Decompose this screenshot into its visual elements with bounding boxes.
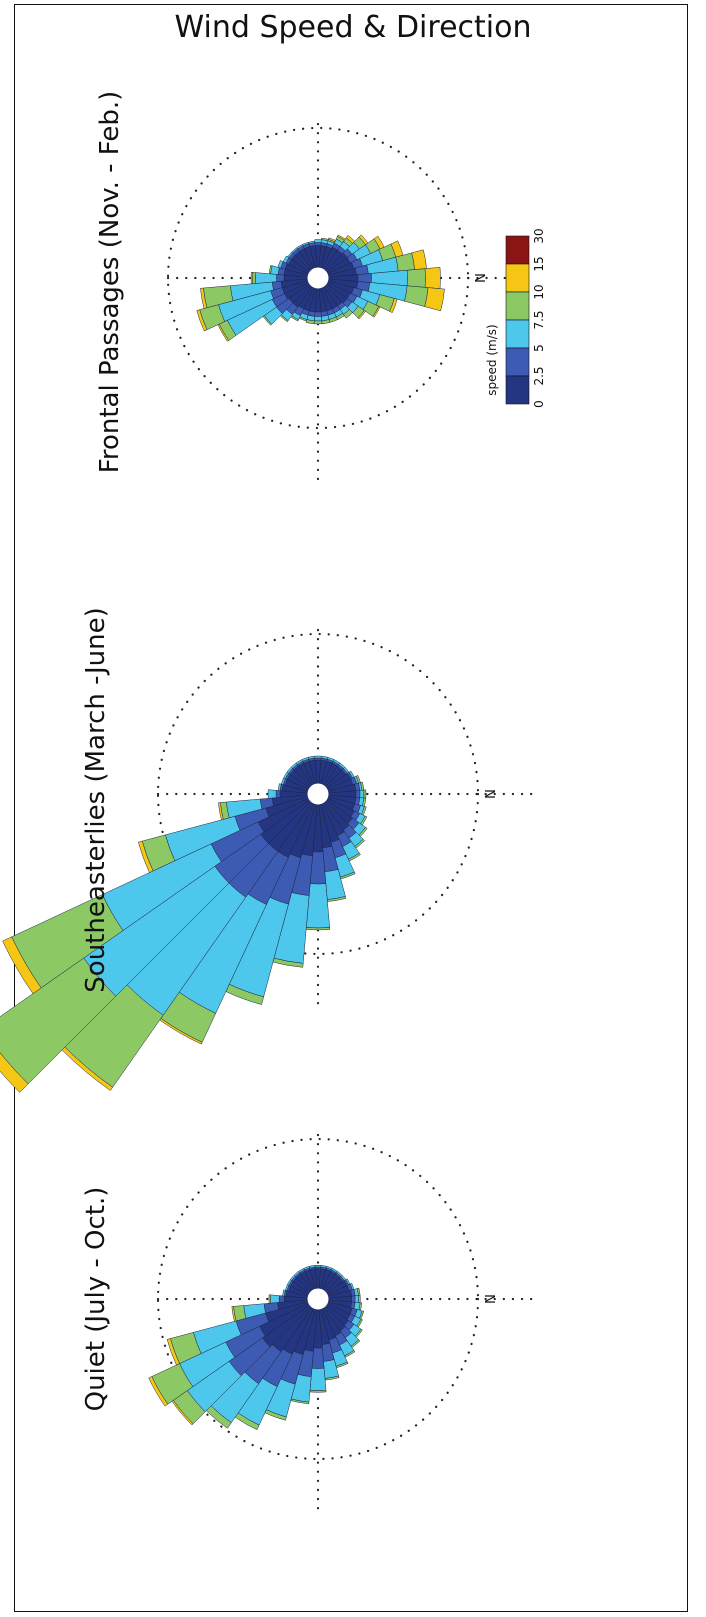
petal-270-bin-1 bbox=[314, 757, 322, 761]
figure-title: Wind Speed & Direction bbox=[174, 10, 532, 45]
range-ring bbox=[156, 1137, 480, 1461]
legend-swatch-1 bbox=[505, 347, 530, 377]
petal-0-bin-1 bbox=[355, 790, 361, 798]
north-label: N bbox=[481, 789, 496, 799]
petal-350-bin-3 bbox=[356, 1287, 361, 1296]
speed-legend: 0 2.5 5 7.5 10 15 30 speed (m/s) bbox=[485, 228, 546, 407]
figure-frame bbox=[14, 4, 688, 1612]
petal-190-bin-2 bbox=[277, 783, 282, 791]
calm-hub bbox=[307, 1288, 329, 1310]
windrose-1: N Frontal Passages (Nov. - Feb.) bbox=[95, 91, 528, 488]
windrose-2: N Southeasterlies (March -June) bbox=[0, 607, 538, 1093]
petal-270-bin-1 bbox=[314, 242, 322, 246]
petal-210-bin-2 bbox=[282, 255, 290, 264]
petal-150-bin-4 bbox=[148, 1376, 169, 1407]
petal-170-bin-4 bbox=[200, 287, 208, 309]
petal-40-bin-4 bbox=[357, 310, 366, 320]
panel-title: Frontal Passages (Nov. - Feb.) bbox=[95, 91, 125, 473]
windrose-3: N Quiet (July - Oct.) bbox=[81, 1133, 538, 1519]
petal-160-bin-4 bbox=[196, 309, 208, 332]
legend-swatch-5 bbox=[505, 235, 530, 265]
petal-0-bin-3 bbox=[358, 1295, 361, 1303]
petal-0-bin-2 bbox=[354, 1295, 359, 1303]
panel-title: Quiet (July - Oct.) bbox=[81, 1187, 111, 1412]
petal-190-bin-3 bbox=[268, 265, 273, 275]
petal-180-bin-1 bbox=[276, 274, 285, 282]
petal-160-bin-4 bbox=[166, 1338, 180, 1366]
petal-20-bin-4 bbox=[389, 298, 398, 313]
petal-100-bin-3 bbox=[305, 319, 315, 325]
petal-180-bin-4 bbox=[250, 271, 254, 285]
petal-180-bin-3 bbox=[252, 272, 257, 284]
petal-90-bin-2 bbox=[309, 1367, 327, 1391]
petal-0-bin-4 bbox=[424, 267, 441, 289]
petal-200-bin-2 bbox=[277, 260, 284, 269]
petal-0-bin-3 bbox=[363, 789, 367, 799]
petal-30-bin-4 bbox=[372, 305, 381, 318]
petal-10-bin-4 bbox=[424, 287, 445, 312]
petal-190-bin-2 bbox=[282, 1289, 286, 1297]
calm-hub bbox=[307, 783, 329, 805]
petal-180-bin-2 bbox=[267, 789, 277, 799]
legend-swatch-3 bbox=[505, 291, 530, 321]
petal-170-bin-4 bbox=[231, 1306, 237, 1322]
petal-0-bin-2 bbox=[359, 789, 365, 799]
legend-tick: 30 bbox=[532, 228, 546, 243]
petal-180-bin-2 bbox=[270, 1294, 280, 1304]
petal-10-bin-3 bbox=[404, 285, 429, 307]
petal-350-bin-4 bbox=[411, 249, 427, 270]
petal-180-bin-3 bbox=[268, 1294, 272, 1304]
legend-tick: 2.5 bbox=[532, 366, 546, 385]
legend-swatch-2 bbox=[505, 319, 530, 349]
legend-tick: 5 bbox=[532, 344, 546, 352]
petal-90-bin-2 bbox=[313, 316, 323, 322]
petal-270-bin-2 bbox=[314, 755, 322, 759]
petal-160-bin-4 bbox=[138, 840, 154, 873]
legend-label: speed (m/s) bbox=[485, 324, 499, 395]
petal-0-bin-1 bbox=[351, 1295, 356, 1303]
north-label: N bbox=[481, 1294, 496, 1304]
panel-title: Southeasterlies (March -June) bbox=[81, 607, 111, 992]
range-ring bbox=[156, 632, 480, 956]
petal-150-bin-4 bbox=[2, 936, 42, 994]
petal-90-bin-1 bbox=[314, 311, 322, 317]
petal-0-bin-3 bbox=[406, 268, 426, 288]
petal-50-bin-3 bbox=[343, 309, 354, 319]
petal-270-bin-2 bbox=[314, 239, 322, 243]
legend-tick: 15 bbox=[532, 256, 546, 271]
petal-180-bin-1 bbox=[275, 790, 281, 798]
legend-swatch-0 bbox=[505, 375, 530, 405]
petal-90-bin-1 bbox=[311, 1347, 325, 1369]
petal-180-bin-1 bbox=[278, 1295, 285, 1303]
petal-170-bin-4 bbox=[218, 802, 224, 821]
petal-140-bin-4 bbox=[0, 1052, 29, 1093]
legend-tick: 0 bbox=[532, 400, 546, 408]
legend-tick: 10 bbox=[532, 284, 546, 299]
petal-90-bin-3 bbox=[313, 320, 323, 325]
petal-90-bin-3 bbox=[309, 1389, 327, 1393]
petal-90-bin-3 bbox=[305, 927, 331, 931]
petal-270-bin-2 bbox=[314, 1264, 322, 1268]
legend-swatch-4 bbox=[505, 263, 530, 293]
petal-350-bin-3 bbox=[360, 781, 365, 791]
legend-tick: 7.5 bbox=[532, 310, 546, 329]
calm-hub bbox=[307, 267, 329, 289]
north-label: N bbox=[471, 273, 486, 283]
petal-0-bin-1 bbox=[357, 273, 372, 283]
